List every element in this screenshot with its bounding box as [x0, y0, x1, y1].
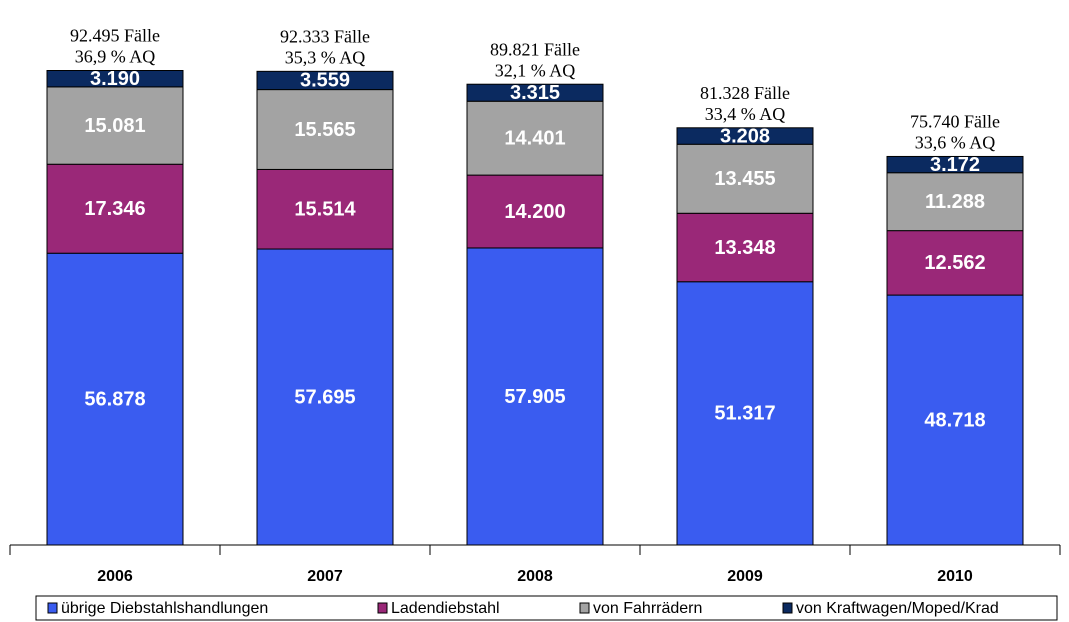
legend-label: Ladendiebstahl — [391, 600, 500, 617]
bar-segment — [676, 281, 814, 546]
bar-segment — [46, 86, 184, 165]
value-label: 15.081 — [84, 115, 145, 137]
bar-segment — [886, 230, 1024, 296]
value-label: 57.695 — [294, 386, 355, 408]
bar-segment — [256, 70, 394, 91]
legend: übrige Diebstahlshandlungen Ladendiebstah… — [35, 595, 1058, 621]
value-label: 17.346 — [84, 198, 145, 220]
bar-segment — [256, 248, 394, 546]
bar-segment — [46, 70, 184, 88]
legend-label: von Kraftwagen/Moped/Krad — [796, 600, 999, 617]
bar-segment — [676, 212, 814, 283]
total-annotation: 81.328 Fälle — [700, 83, 790, 103]
legend-swatch — [579, 602, 590, 614]
value-label: 48.718 — [924, 409, 985, 431]
value-label: 3.559 — [300, 70, 350, 92]
bar-segment — [256, 168, 394, 250]
bar-segment — [466, 83, 604, 102]
value-label: 3.208 — [720, 125, 770, 147]
bar-segment — [886, 294, 1024, 546]
bar-segment — [46, 163, 184, 254]
total-annotation: 89.821 Fälle — [490, 39, 580, 59]
value-label: 3.315 — [510, 82, 560, 104]
value-label: 3.190 — [90, 68, 140, 90]
value-label: 11.288 — [925, 191, 985, 213]
total-annotation: 32,1 % AQ — [495, 60, 576, 80]
x-tick-label: 2010 — [937, 568, 973, 585]
x-tick-label: 2006 — [97, 568, 133, 585]
x-tick-label: 2007 — [307, 568, 343, 585]
legend-label: von Fahrrädern — [593, 600, 702, 617]
value-label: 57.905 — [504, 386, 565, 408]
total-annotation: 75.740 Fälle — [910, 112, 1000, 132]
legend-swatch — [377, 602, 388, 614]
bar-segment — [466, 100, 604, 176]
value-label: 15.514 — [294, 199, 356, 221]
value-label: 14.401 — [504, 127, 565, 149]
x-tick-label: 2009 — [727, 568, 763, 585]
bar-segment — [676, 127, 814, 145]
total-annotation: 33,6 % AQ — [915, 133, 996, 153]
bar-segment — [886, 155, 1024, 174]
value-label: 13.348 — [714, 237, 775, 259]
legend-swatch — [782, 602, 793, 614]
total-annotation: 33,4 % AQ — [705, 104, 786, 124]
value-label: 14.200 — [504, 201, 565, 223]
bar-segment — [676, 143, 814, 214]
legend-swatch — [47, 602, 58, 614]
total-annotation: 92.333 Fälle — [280, 26, 370, 46]
x-tick-label: 2008 — [517, 568, 553, 585]
bar-segment — [466, 247, 604, 546]
value-label: 3.172 — [930, 154, 980, 176]
bar-segment — [466, 174, 604, 249]
bar-segment — [46, 252, 184, 546]
total-annotation: 92.495 Fälle — [70, 26, 160, 46]
total-annotation: 36,9 % AQ — [75, 47, 156, 67]
total-annotation: 35,3 % AQ — [285, 47, 366, 67]
legend-label: übrige Diebstahlshandlungen — [61, 600, 268, 617]
value-label: 51.317 — [714, 403, 775, 425]
legend-frame — [35, 595, 1058, 621]
value-label: 12.562 — [924, 252, 985, 274]
value-label: 15.565 — [294, 119, 355, 141]
bar-segment — [256, 89, 394, 170]
value-label: 13.455 — [714, 168, 775, 190]
value-label: 56.878 — [84, 388, 145, 410]
